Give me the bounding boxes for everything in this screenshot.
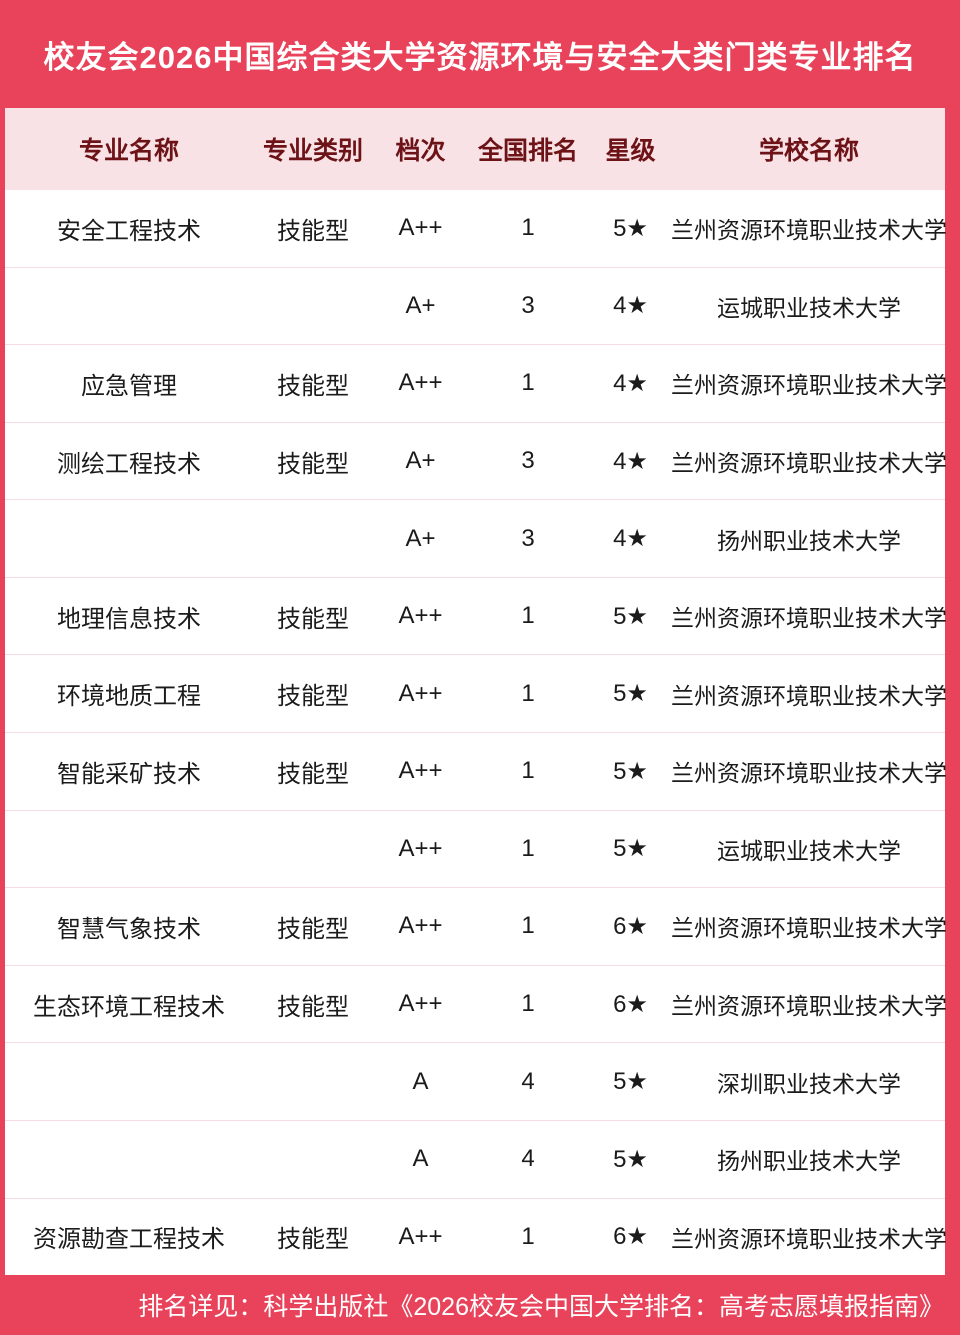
national-rank-cell: 1 [521,1222,535,1250]
grade-cell: A++ [398,834,443,862]
school-name-cell: 扬州职业技术大学 [717,527,901,554]
star-level-cell: 5★ [613,1068,648,1096]
grade-cell: A++ [398,214,443,242]
major-name-cell: 应急管理 [81,372,177,400]
major-name-cell: 生态环境工程技术 [33,993,225,1021]
grade-cell: A [412,1145,429,1173]
star-level-cell: 5★ [613,1145,648,1173]
footer-note: 排名详见：科学出版社《2026校友会中国大学排名：高考志愿填报指南》 [0,1275,960,1335]
star-level-cell: 4★ [613,447,648,475]
grade-cell: A++ [398,369,443,397]
national-rank-cell: 3 [521,291,535,319]
national-rank-cell: 1 [521,602,535,630]
school-name-cell: 兰州资源环境职业技术大学 [671,993,947,1020]
column-header-major-category: 专业类别 [262,137,363,165]
major-category-cell: 技能型 [277,683,349,711]
major-category-cell: 技能型 [277,450,349,478]
table-row: 资源勘查工程技术 技能型 A++ 1 6★ 兰州资源环境职业技术大学 [5,1199,947,1276]
national-rank-cell: 3 [521,447,535,475]
grade-cell: A+ [405,524,436,552]
star-level-cell: 4★ [613,369,648,397]
table-row: 智慧气象技术 技能型 A++ 1 6★ 兰州资源环境职业技术大学 [5,888,947,966]
ranking-table: 专业名称 专业类别 档次 全国排名 星级 学校名称 安全工程技术 技能型 A++ 1 5… [5,108,947,1276]
national-rank-cell: 1 [521,679,535,707]
table-header-row: 专业名称 专业类别 档次 全国排名 星级 学校名称 [5,108,945,190]
star-level-cell: 5★ [613,214,648,242]
major-category-cell: 技能型 [277,1226,349,1254]
major-category-cell: 技能型 [277,993,349,1021]
major-category-cell: 技能型 [277,915,349,943]
major-name-cell: 安全工程技术 [57,217,201,245]
star-level-cell: 6★ [613,1223,648,1251]
grade-cell: A++ [398,990,443,1018]
major-name-cell: 环境地质工程 [57,683,201,711]
table-row: 环境地质工程 技能型 A++ 1 5★ 兰州资源环境职业技术大学 [5,655,947,734]
school-name-cell: 兰州资源环境职业技术大学 [671,1225,947,1252]
national-rank-cell: 1 [521,757,535,785]
major-category-cell: 技能型 [277,605,349,633]
grade-cell: A++ [398,912,443,940]
grade-cell: A++ [398,757,443,785]
school-name-cell: 运城职业技术大学 [717,837,901,864]
national-rank-cell: 3 [521,524,535,552]
major-name-cell: 测绘工程技术 [57,450,201,478]
school-name-cell: 深圳职业技术大学 [717,1070,901,1097]
school-name-cell: 运城职业技术大学 [717,294,901,321]
star-level-cell: 5★ [613,757,648,785]
table-row: A++ 1 5★ 运城职业技术大学 [5,811,945,889]
school-name-cell: 兰州资源环境职业技术大学 [671,915,947,942]
table-row: A+ 3 4★ 运城职业技术大学 [5,268,945,346]
school-name-cell: 兰州资源环境职业技术大学 [671,760,947,787]
national-rank-cell: 1 [521,214,535,242]
table-row: A 4 5★ 深圳职业技术大学 [5,1043,945,1121]
major-category-cell: 技能型 [277,217,349,245]
school-name-cell: 兰州资源环境职业技术大学 [671,682,947,709]
table-row: 测绘工程技术 技能型 A+ 3 4★ 兰州资源环境职业技术大学 [5,423,947,501]
star-level-cell: 5★ [613,680,648,708]
major-name-cell: 智慧气象技术 [57,915,201,943]
star-level-cell: 5★ [613,835,648,863]
page-title: 校友会2026中国综合类大学资源环境与安全大类门类专业排名 [43,39,917,75]
table-row: A+ 3 4★ 扬州职业技术大学 [5,500,945,578]
star-level-cell: 5★ [613,602,648,630]
school-name-cell: 兰州资源环境职业技术大学 [671,217,947,244]
grade-cell: A++ [398,679,443,707]
table-row: 地理信息技术 技能型 A++ 1 5★ 兰州资源环境职业技术大学 [5,578,947,656]
school-name-cell: 兰州资源环境职业技术大学 [671,605,947,632]
grade-cell: A++ [398,1222,443,1250]
star-level-cell: 4★ [613,292,648,320]
table-row: 安全工程技术 技能型 A++ 1 5★ 兰州资源环境职业技术大学 [5,190,947,268]
major-name-cell: 智能采矿技术 [57,760,201,788]
major-category-cell: 技能型 [277,372,349,400]
school-name-cell: 扬州职业技术大学 [717,1148,901,1175]
column-header-national-rank: 全国排名 [477,137,578,165]
major-name-cell: 资源勘查工程技术 [33,1226,225,1254]
major-name-cell: 地理信息技术 [57,605,201,633]
table-body: 安全工程技术 技能型 A++ 1 5★ 兰州资源环境职业技术大学 A+ 3 4★ 运城职业技术大学… [5,190,947,1276]
school-name-cell: 兰州资源环境职业技术大学 [671,450,947,477]
grade-cell: A++ [398,602,443,630]
table-row: 应急管理 技能型 A++ 1 4★ 兰州资源环境职业技术大学 [5,345,947,423]
grade-cell: A [412,1067,429,1095]
column-header-grade: 档次 [395,137,446,165]
column-header-star-level: 星级 [605,137,656,165]
national-rank-cell: 4 [521,1067,535,1095]
national-rank-cell: 1 [521,369,535,397]
national-rank-cell: 1 [521,912,535,940]
table-row: 智能采矿技术 技能型 A++ 1 5★ 兰州资源环境职业技术大学 [5,733,947,811]
major-category-cell: 技能型 [277,760,349,788]
star-level-cell: 6★ [613,990,648,1018]
star-level-cell: 6★ [613,912,648,940]
star-level-cell: 4★ [613,525,648,553]
table-row: A 4 5★ 扬州职业技术大学 [5,1121,945,1199]
national-rank-cell: 4 [521,1145,535,1173]
column-header-major-name: 专业名称 [78,137,179,165]
table-row: 生态环境工程技术 技能型 A++ 1 6★ 兰州资源环境职业技术大学 [5,966,947,1044]
column-header-school-name: 学校名称 [758,137,859,165]
national-rank-cell: 1 [521,834,535,862]
national-rank-cell: 1 [521,990,535,1018]
grade-cell: A+ [405,291,436,319]
school-name-cell: 兰州资源环境职业技术大学 [671,372,947,399]
grade-cell: A+ [405,447,436,475]
